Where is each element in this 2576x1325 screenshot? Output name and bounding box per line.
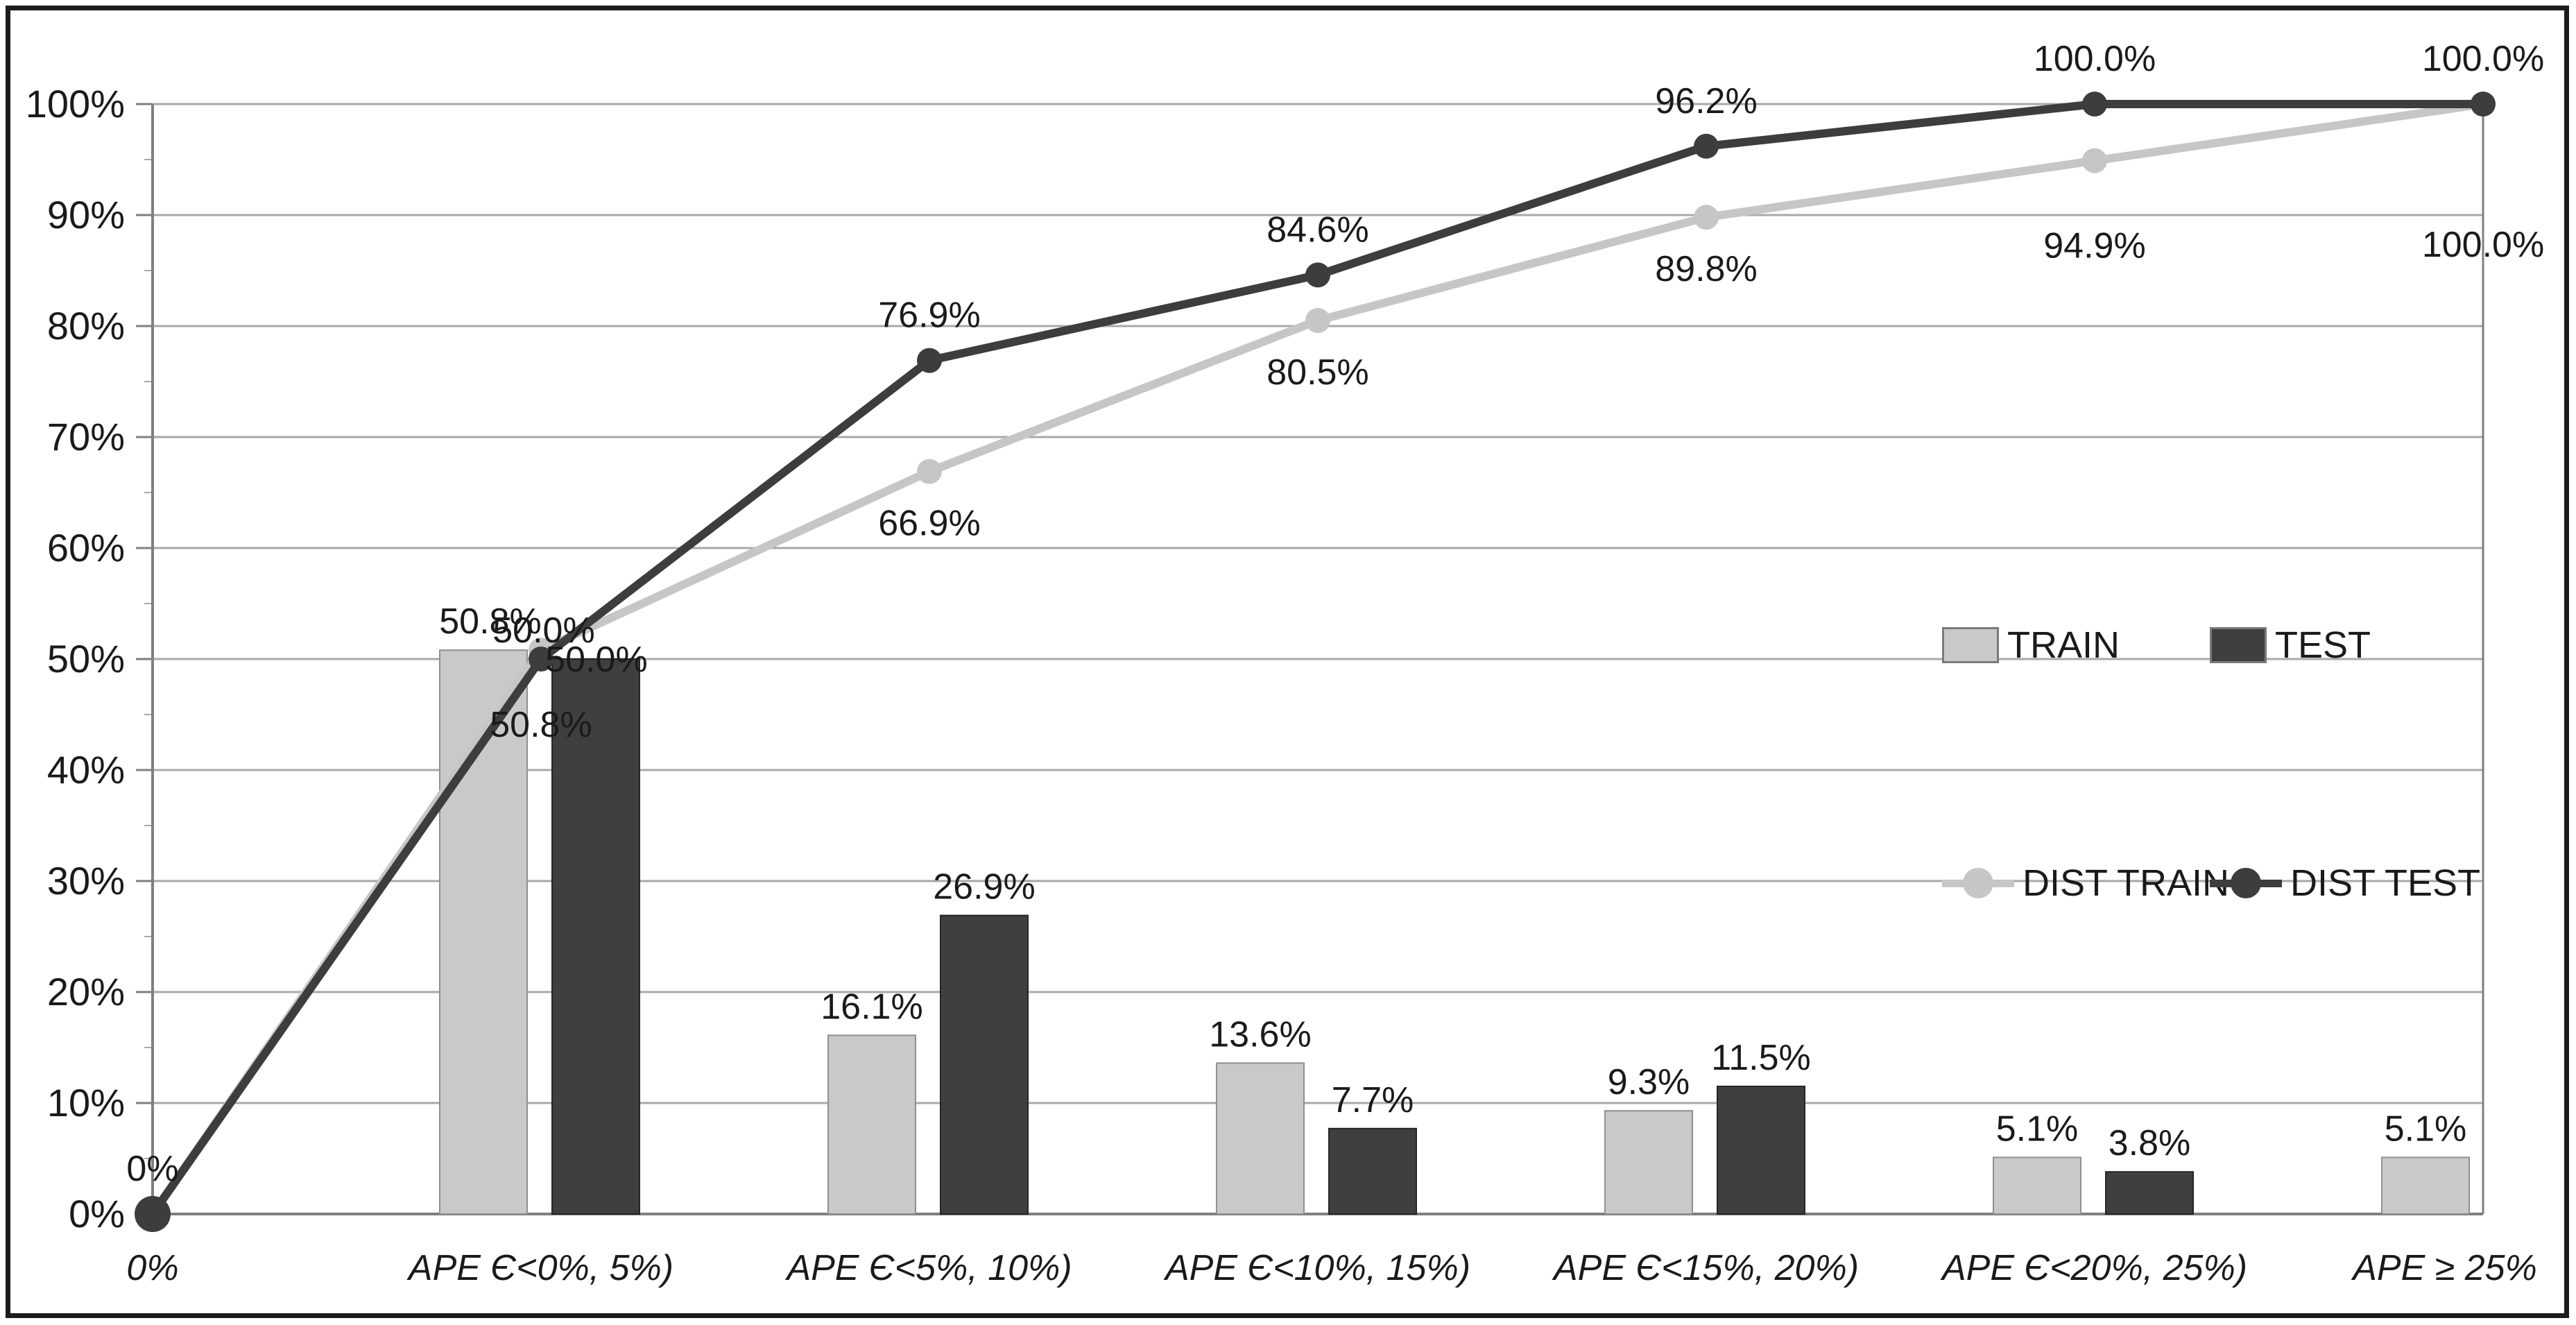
legend-item-dist-train: DIST TRAIN: [1942, 862, 2229, 905]
dist-train-point-label: 94.9%: [2043, 226, 2145, 266]
test-bar: [1717, 1086, 1805, 1215]
legend-item-test: TEST: [2210, 624, 2371, 667]
train-bar-label: 16.1%: [821, 986, 922, 1027]
train-bar-label: 13.6%: [1209, 1014, 1311, 1054]
train-bar: [1993, 1156, 2081, 1215]
dist-train-marker: [2082, 148, 2107, 173]
dist-test-marker: [2082, 92, 2107, 117]
train-bar: [827, 1034, 916, 1215]
y-tick-label: 80%: [47, 304, 125, 348]
test-bar: [940, 914, 1029, 1215]
y-tick-label: 60%: [47, 526, 125, 570]
test-bar-label: 7.7%: [1332, 1080, 1414, 1120]
legend-label-test: TEST: [2275, 624, 2371, 666]
dist-test-point-label: 50.0%: [545, 640, 647, 680]
x-category-label: APE Є<0%, 5%): [406, 1248, 673, 1288]
test-bar-label: 26.9%: [933, 867, 1035, 907]
train-bar: [1216, 1062, 1305, 1215]
dist-test-point-label: 100.0%: [2034, 39, 2156, 79]
train-bar-label: 50.8%: [439, 601, 541, 642]
dist-test-marker: [1305, 262, 1330, 288]
dist-test-marker: [135, 1196, 171, 1232]
train-bar-label: 5.1%: [1996, 1109, 2079, 1149]
dist-test-point-label: 0%: [126, 1149, 178, 1189]
dist-test-swatch: [2210, 865, 2282, 901]
dist-test-marker: [529, 647, 553, 672]
legend-item-dist-test: DIST TEST: [2210, 862, 2480, 905]
y-tick-label: 30%: [47, 859, 125, 903]
y-tick-label: 10%: [47, 1081, 125, 1125]
x-category-label: APE Є<20%, 25%): [1940, 1248, 2247, 1288]
test-bar: [551, 658, 640, 1215]
dist-train-swatch: [1942, 865, 2014, 901]
dist-train-point-label: 89.8%: [1655, 249, 1757, 289]
legend-item-train: TRAIN: [1942, 624, 2120, 667]
dist-train-point-label: 100.0%: [2422, 225, 2544, 265]
dist-test-point-label: 84.6%: [1266, 210, 1368, 250]
test-swatch: [2210, 627, 2267, 663]
dist-test-marker: [2471, 92, 2496, 117]
x-category-label: APE Є<10%, 15%): [1163, 1248, 1470, 1288]
dist-train-point-label: 80.5%: [1266, 352, 1368, 393]
train-swatch: [1942, 627, 1999, 663]
legend-label-train: TRAIN: [2007, 624, 2120, 666]
y-tick-label: 40%: [47, 748, 125, 792]
y-tick-label: 50%: [47, 637, 125, 681]
test-bar: [2105, 1171, 2194, 1215]
train-bar-label: 5.1%: [2385, 1109, 2467, 1149]
test-bar-label: 3.8%: [2109, 1123, 2191, 1163]
dist-test-point-label: 100.0%: [2422, 39, 2544, 79]
y-tick-label: 0%: [69, 1192, 125, 1236]
dist-test-point-label: 96.2%: [1655, 81, 1757, 121]
y-tick-label: 70%: [47, 415, 125, 459]
dist-train-point-label: 50.8%: [490, 705, 592, 745]
dist-train-marker: [1305, 308, 1330, 333]
y-tick-label: 90%: [47, 193, 125, 237]
y-tick-label: 20%: [47, 970, 125, 1014]
y-tick-label: 100%: [26, 82, 125, 126]
x-category-label: APE ≥ 25%: [2351, 1248, 2537, 1288]
dist-test-point-label: 76.9%: [878, 296, 980, 336]
test-bar-label: 50.0%: [492, 610, 594, 651]
x-category-label: APE Є<15%, 20%): [1552, 1248, 1859, 1288]
test-bar-label: 11.5%: [1711, 1038, 1811, 1078]
train-bar: [1604, 1110, 1693, 1215]
dist-test-marker: [917, 348, 942, 373]
x-category-label: APE Є<5%, 10%): [784, 1248, 1072, 1288]
dist-train-point-label: 66.9%: [878, 504, 980, 544]
train-bar-label: 9.3%: [1608, 1062, 1690, 1102]
test-bar: [1328, 1127, 1417, 1215]
dist-train-marker: [917, 459, 942, 484]
dist-train-marker: [1694, 205, 1719, 230]
train-bar: [2381, 1156, 2470, 1215]
x-category-label: 0%: [126, 1248, 178, 1288]
legend-label-dist-test: DIST TEST: [2290, 862, 2481, 904]
dist-test-marker: [1694, 133, 1719, 159]
legend-label-dist-train: DIST TRAIN: [2023, 862, 2230, 904]
